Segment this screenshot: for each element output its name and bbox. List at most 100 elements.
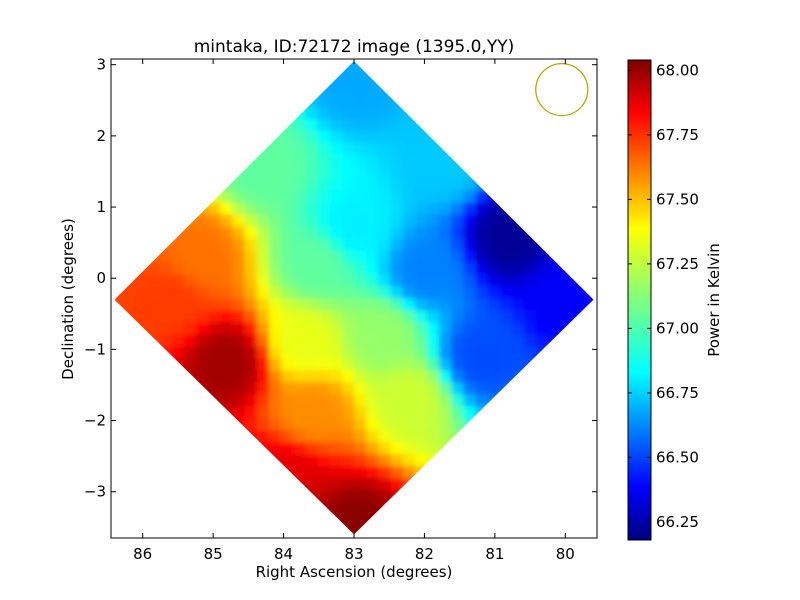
heatmap-cell: [560, 490, 574, 503]
heatmap-cell: [329, 526, 343, 535]
heatmap-cell: [159, 430, 173, 444]
heatmap-cell: [305, 286, 319, 300]
heatmap-cell: [196, 490, 209, 503]
heatmap-cell: [354, 61, 367, 72]
heatmap-cell: [487, 238, 501, 252]
heatmap-cell: [560, 142, 574, 156]
heatmap-cell: [439, 238, 452, 252]
heatmap-cell: [196, 478, 209, 491]
heatmap-cell: [572, 394, 586, 408]
heatmap-cell: [524, 190, 538, 204]
heatmap-cell: [439, 310, 452, 324]
heatmap-cell: [232, 334, 246, 348]
heatmap-cell: [463, 478, 477, 491]
heatmap-cell: [584, 382, 594, 396]
heatmap-cell: [123, 514, 137, 527]
heatmap-cell: [426, 346, 440, 360]
heatmap-cell: [114, 61, 124, 72]
heatmap-cell: [366, 226, 380, 240]
heatmap-cell: [147, 514, 161, 527]
heatmap-cell: [499, 310, 513, 324]
heatmap-cell: [463, 370, 477, 384]
heatmap-cell: [329, 370, 343, 384]
heatmap-cell: [366, 370, 380, 384]
heatmap-cell: [159, 106, 173, 120]
heatmap-cell: [147, 70, 161, 84]
heatmap-cell: [220, 82, 234, 96]
heatmap-cell: [329, 82, 343, 96]
heatmap-cell: [183, 358, 197, 372]
heatmap-cell: [123, 238, 137, 252]
heatmap-cell: [511, 94, 525, 108]
heatmap-cell: [268, 226, 282, 240]
heatmap-cell: [329, 514, 343, 527]
heatmap-cell: [114, 442, 124, 455]
heatmap-cell: [402, 130, 416, 144]
heatmap-cell: [426, 442, 440, 455]
heatmap-cell: [426, 418, 440, 432]
heatmap-cell: [183, 154, 197, 168]
heatmap-cell: [196, 454, 209, 467]
heatmap-cell: [317, 490, 331, 503]
heatmap-cell: [451, 394, 465, 408]
heatmap-cell: [293, 250, 307, 264]
heatmap-cell: [183, 166, 197, 180]
heatmap-cell: [426, 82, 440, 96]
heatmap-cell: [402, 190, 416, 204]
heatmap-cell: [475, 526, 489, 535]
heatmap-cell: [281, 406, 295, 420]
heatmap-cell: [220, 274, 234, 288]
heatmap-cell: [114, 94, 124, 108]
heatmap-cell: [451, 346, 465, 360]
heatmap-cell: [390, 466, 404, 479]
heatmap-cell: [536, 250, 550, 264]
heatmap-cell: [183, 514, 197, 527]
heatmap-cell: [524, 82, 538, 96]
heatmap-cell: [439, 442, 452, 455]
heatmap-cell: [354, 346, 367, 360]
heatmap-cell: [159, 250, 173, 264]
heatmap-cell: [378, 502, 392, 515]
heatmap-cell: [171, 502, 185, 515]
heatmap-cell: [256, 526, 270, 535]
x-axis-label: Right Ascension (degrees): [256, 563, 453, 581]
heatmap-cell: [475, 298, 489, 312]
y-axis-label: Declination (degrees): [59, 218, 77, 380]
heatmap-cell: [281, 334, 295, 348]
heatmap-cell: [317, 178, 331, 192]
heatmap-cell: [487, 322, 501, 336]
heatmap-cell: [414, 214, 428, 228]
heatmap-cell: [524, 322, 538, 336]
heatmap-cell: [183, 238, 197, 252]
heatmap-cell: [426, 454, 440, 467]
heatmap-cell: [171, 322, 185, 336]
heatmap-cell: [548, 118, 562, 132]
heatmap-cell: [499, 442, 513, 455]
heatmap-cell: [378, 106, 392, 120]
heatmap-cell: [560, 502, 574, 515]
heatmap-cell: [511, 202, 525, 216]
heatmap-cell: [171, 118, 185, 132]
heatmap-cell: [341, 130, 355, 144]
heatmap-cell: [584, 346, 594, 360]
heatmap-cell: [560, 238, 574, 252]
heatmap-cell: [499, 526, 513, 535]
heatmap-cell: [366, 202, 380, 216]
heatmap-cell: [560, 226, 574, 240]
heatmap-cell: [354, 430, 367, 444]
heatmap-cell: [499, 394, 513, 408]
heatmap-cell: [305, 502, 319, 515]
heatmap-cell: [354, 478, 367, 491]
heatmap-cell: [232, 430, 246, 444]
heatmap-cell: [208, 70, 222, 84]
heatmap-cell: [439, 286, 452, 300]
heatmap-cell: [414, 322, 428, 336]
heatmap-cell: [196, 238, 209, 252]
heatmap-cell: [293, 490, 307, 503]
heatmap-cell: [244, 202, 258, 216]
heatmap-cell: [390, 274, 404, 288]
heatmap-cell: [390, 430, 404, 444]
heatmap-cell: [135, 166, 149, 180]
heatmap-cell: [232, 466, 246, 479]
heatmap-cell: [244, 106, 258, 120]
